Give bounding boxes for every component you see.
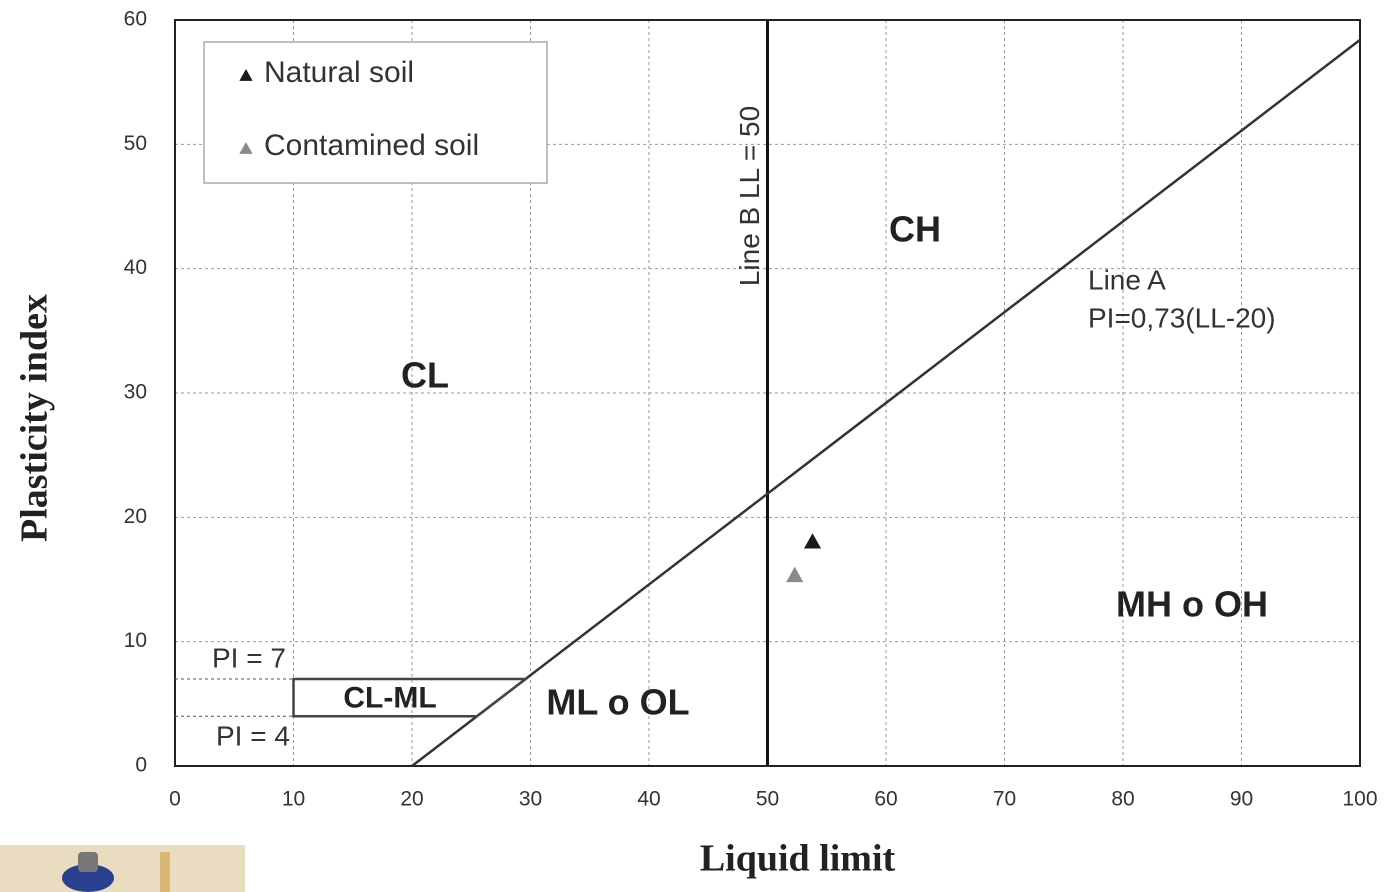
photo-fragment (0, 845, 245, 892)
zone-label: CL (401, 355, 449, 396)
x-tick-label: 50 (756, 788, 779, 811)
y-tick-label: 30 (124, 381, 147, 404)
zone-label: ML o OL (546, 682, 689, 723)
x-tick-label: 10 (282, 788, 305, 811)
line-b-label: Line B LL = 50 (734, 106, 765, 286)
x-tick-label: 20 (400, 788, 423, 811)
pi-high-label: PI = 7 (212, 642, 286, 673)
zone-label: CH (889, 209, 941, 250)
x-tick-label: 30 (519, 788, 542, 811)
legend-label: Natural soil (264, 56, 414, 89)
x-axis-title: Liquid limit (700, 838, 896, 880)
data-point (804, 533, 821, 548)
x-tick-label: 80 (1111, 788, 1134, 811)
line-a-label: PI=0,73(LL-20) (1088, 302, 1276, 333)
zone-label: CL-ML (343, 682, 436, 715)
y-tick-label: 0 (135, 754, 147, 777)
y-tick-label: 60 (124, 8, 147, 31)
x-tick-label: 40 (637, 788, 660, 811)
x-tick-label: 70 (993, 788, 1016, 811)
legend-label: Contamined soil (264, 129, 479, 162)
x-tick-label: 90 (1230, 788, 1253, 811)
chart: 0 10 20 30 40 50 60 70 80 90 100 0 10 20 30 40 50 60 Liqui… (0, 0, 1388, 892)
line-a-label: Line A (1088, 264, 1166, 295)
y-tick-label: 10 (124, 629, 147, 652)
y-tick-label: 50 (124, 132, 147, 155)
x-tick-label: 100 (1342, 788, 1377, 811)
y-axis-title: Plasticity index (14, 294, 56, 542)
x-tick-label: 0 (169, 788, 181, 811)
pi-low-label: PI = 4 (216, 720, 290, 751)
data-point (786, 567, 803, 582)
y-tick-label: 20 (124, 505, 147, 528)
x-tick-label: 60 (874, 788, 897, 811)
legend: Natural soil Contamined soil (204, 42, 547, 183)
zone-label: MH o OH (1116, 584, 1268, 625)
y-tick-label: 40 (124, 256, 147, 279)
